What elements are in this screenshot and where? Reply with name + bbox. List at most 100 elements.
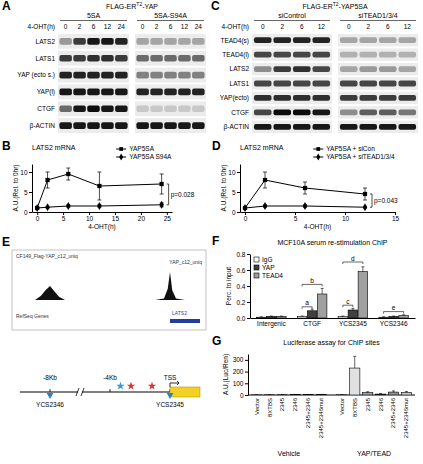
error-bar (363, 188, 367, 200)
tick-label: 5 (62, 215, 66, 222)
band (164, 72, 177, 79)
category-label: 2345 (365, 397, 371, 411)
tss-arrow (170, 381, 179, 387)
band (87, 89, 100, 96)
tick-mark (245, 395, 248, 396)
tick-label: 0.0 (236, 315, 245, 322)
bar (316, 394, 326, 395)
bracket (370, 194, 372, 207)
error-bar (351, 308, 354, 310)
band (312, 95, 330, 101)
row-label: CTGF (231, 109, 249, 116)
blot-background (58, 85, 129, 100)
group-underline (254, 20, 330, 21)
time-label: 4-OHT(h) (28, 23, 55, 31)
tick-label: 0.2 (236, 299, 245, 306)
blot-background (135, 34, 206, 49)
row-label: LATS1 (230, 80, 250, 87)
band (73, 72, 86, 79)
blot-background (58, 34, 129, 49)
tick: 5 (294, 212, 298, 222)
row-label: YAP (ecto s.) (17, 71, 55, 79)
lane-label: 12 (104, 23, 112, 30)
error-bar (281, 394, 284, 395)
legend-marker (119, 147, 123, 151)
error-bar (307, 394, 310, 395)
band (136, 38, 149, 45)
group-label: 5SA-S94A (154, 12, 187, 19)
marker (97, 184, 101, 188)
axis-title: Perc. to input (225, 267, 233, 305)
axis-line (241, 212, 396, 213)
band (398, 124, 416, 130)
panel-label: F (212, 234, 219, 248)
tick-label: 0.6 (236, 267, 245, 274)
marker (35, 204, 40, 212)
band (340, 109, 358, 115)
lane-label: 2 (280, 23, 284, 30)
category-label: 8XTBS (352, 398, 358, 417)
band (254, 81, 272, 87)
error-bar (303, 182, 307, 194)
tick: 10 (20, 169, 32, 176)
tick-mark (245, 360, 248, 361)
blot-background (338, 106, 418, 118)
band (398, 37, 416, 43)
blot-background (58, 101, 129, 116)
marker (97, 202, 102, 210)
band (150, 55, 163, 62)
error-bar (301, 316, 304, 317)
band (379, 124, 397, 130)
band (73, 105, 86, 112)
tick: 0 (24, 209, 32, 216)
tick-label: 15 (392, 215, 400, 222)
tick-label: 25 (164, 215, 172, 222)
time-label: 4-OHT(h) (222, 23, 249, 31)
tick-label: 100 (233, 380, 244, 387)
row-label: YAP(l) (37, 88, 55, 96)
tick-label: Intergenic (257, 320, 286, 328)
group-label: Vehicle (278, 450, 301, 457)
tick-mark (247, 270, 250, 271)
lane-label: 6 (300, 23, 304, 30)
significance-label: e (392, 304, 396, 311)
error-bar (402, 314, 405, 316)
tick-label: 10 (86, 215, 94, 222)
band (87, 55, 100, 62)
band (254, 66, 272, 72)
error-bar (97, 172, 101, 200)
row-label: YAP(ecto) (220, 94, 249, 102)
band (164, 105, 177, 112)
band (312, 66, 330, 72)
legend-marker (316, 147, 320, 151)
bar (337, 394, 347, 395)
bar (375, 394, 385, 395)
panel-label: G (212, 334, 221, 348)
band (273, 109, 291, 115)
category-label: Vector (254, 398, 260, 415)
track-label: YAP_c12_uniq (169, 259, 202, 265)
lane-label: 2 (366, 23, 370, 30)
blot-background (252, 48, 332, 60)
tick: 5 (232, 189, 240, 196)
tick: 10 (342, 212, 350, 222)
tick-mark (247, 318, 250, 319)
tick: 20 (138, 212, 146, 222)
axis-title: A.U.(Luc/Ren) (222, 354, 230, 395)
panel-label: A (2, 0, 11, 13)
band (340, 37, 358, 43)
error-bar (382, 316, 385, 317)
band (340, 81, 358, 87)
band (59, 89, 72, 96)
band (115, 105, 128, 112)
legend-marker (316, 154, 320, 161)
legend-label: YAP5SA + siCon (326, 145, 375, 152)
site-label: YCS2346 (36, 401, 64, 408)
site-marker (167, 393, 174, 399)
bracket (384, 312, 404, 314)
bar (401, 392, 411, 395)
tick: CTGF (303, 320, 321, 327)
band (178, 89, 191, 96)
band (379, 81, 397, 87)
error-bar (405, 391, 408, 393)
